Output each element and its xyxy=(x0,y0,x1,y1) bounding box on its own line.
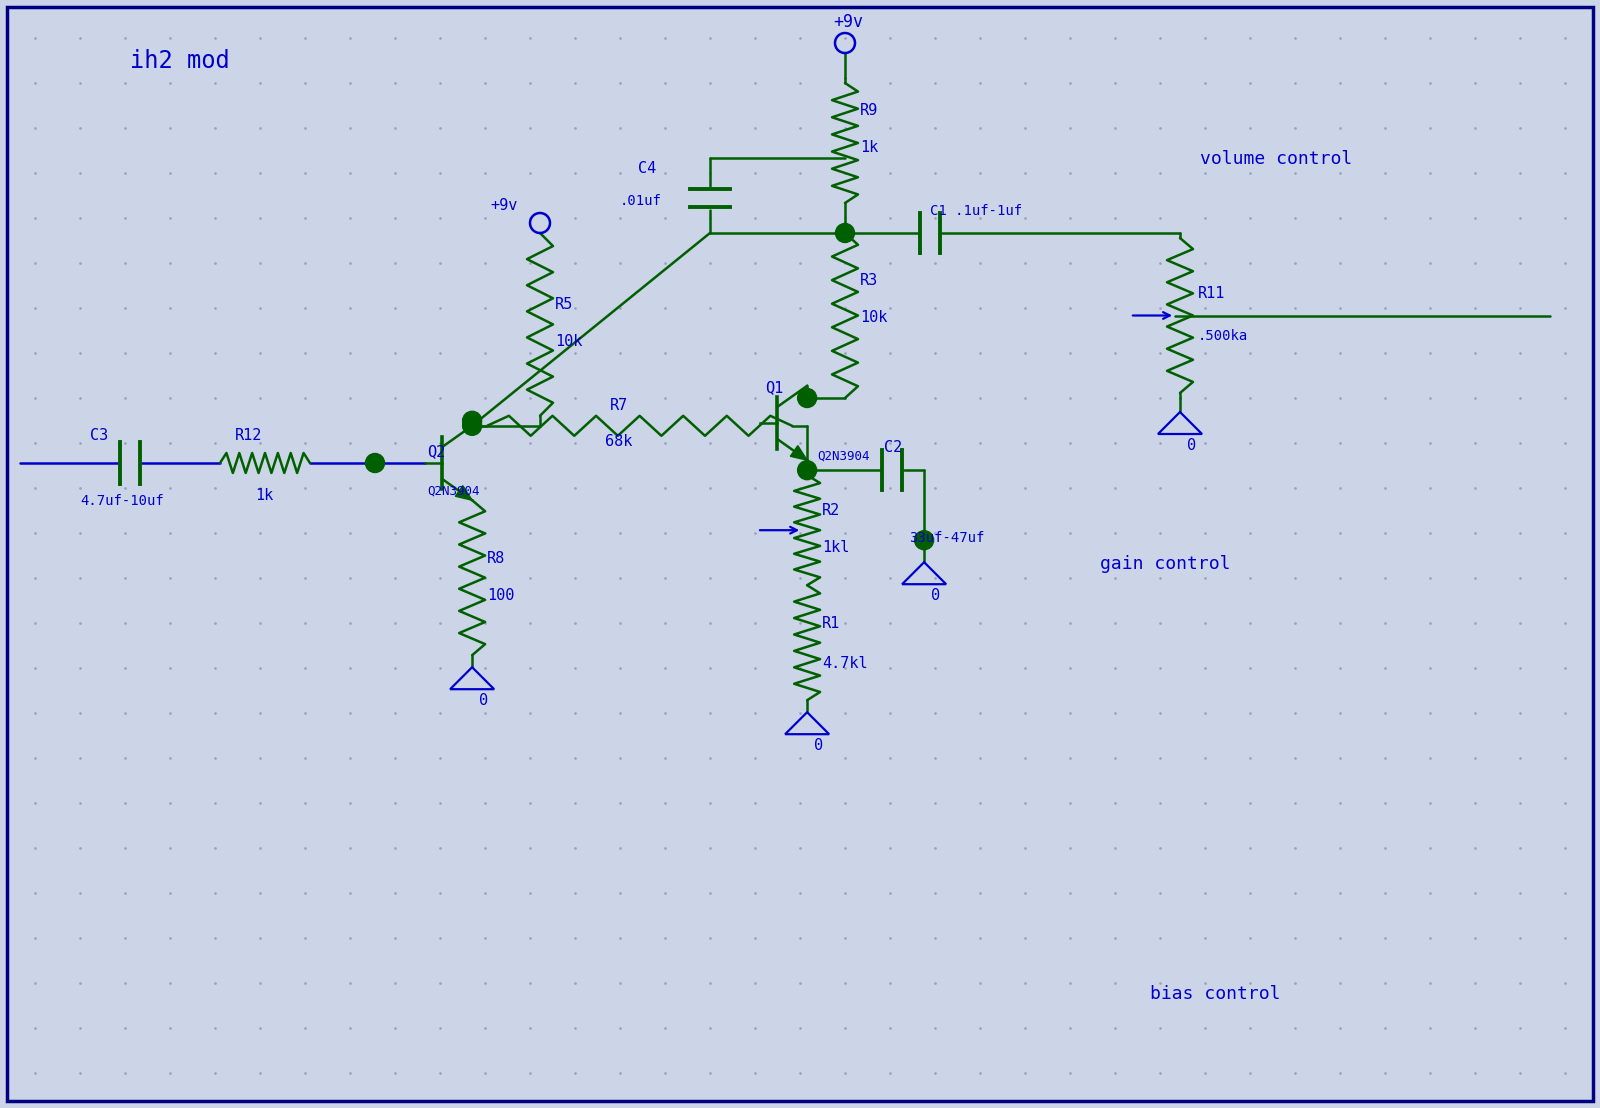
Text: R11: R11 xyxy=(1198,287,1226,301)
Polygon shape xyxy=(790,445,806,460)
Text: 100: 100 xyxy=(486,587,515,603)
Text: 1k: 1k xyxy=(861,140,878,155)
Text: volume control: volume control xyxy=(1200,150,1352,168)
Text: C1 .1uf-1uf: C1 .1uf-1uf xyxy=(930,204,1022,218)
Text: 0: 0 xyxy=(1187,438,1197,453)
Circle shape xyxy=(835,224,854,243)
Text: .01uf: .01uf xyxy=(619,194,662,208)
Circle shape xyxy=(798,389,816,408)
Text: R9: R9 xyxy=(861,103,878,117)
Text: C3: C3 xyxy=(90,428,109,443)
Text: .500ka: .500ka xyxy=(1198,329,1248,343)
Text: 10k: 10k xyxy=(861,310,888,325)
Text: Q2N3904: Q2N3904 xyxy=(818,449,870,462)
Text: C2: C2 xyxy=(885,440,902,455)
Text: +9v: +9v xyxy=(490,198,517,213)
Text: 68k: 68k xyxy=(605,434,632,449)
Circle shape xyxy=(462,417,482,435)
Text: 0: 0 xyxy=(931,588,941,603)
Text: 0: 0 xyxy=(814,738,824,753)
Circle shape xyxy=(462,411,482,430)
Text: Q1: Q1 xyxy=(765,380,784,394)
Text: 4.7uf-10uf: 4.7uf-10uf xyxy=(80,494,163,507)
Polygon shape xyxy=(456,485,472,500)
Text: 1k: 1k xyxy=(254,488,274,503)
Text: gain control: gain control xyxy=(1101,555,1230,573)
Text: Q2N3904: Q2N3904 xyxy=(427,485,480,497)
Text: R12: R12 xyxy=(235,428,262,443)
Circle shape xyxy=(365,453,384,472)
Text: +9v: +9v xyxy=(834,13,862,31)
Text: 0: 0 xyxy=(478,694,488,708)
Text: R2: R2 xyxy=(822,503,840,519)
Text: R8: R8 xyxy=(486,551,506,566)
Text: R3: R3 xyxy=(861,273,878,288)
Text: 10k: 10k xyxy=(555,335,582,349)
Text: C4: C4 xyxy=(638,161,656,176)
Text: ih2 mod: ih2 mod xyxy=(130,49,230,73)
Circle shape xyxy=(915,531,934,550)
Text: R5: R5 xyxy=(555,297,573,312)
Text: R1: R1 xyxy=(822,616,840,630)
Circle shape xyxy=(798,461,816,480)
Text: R7: R7 xyxy=(610,398,627,413)
Text: bias control: bias control xyxy=(1150,985,1280,1003)
Text: 1kl: 1kl xyxy=(822,541,850,555)
Text: 33uf-47uf: 33uf-47uf xyxy=(909,531,984,545)
Text: Q2: Q2 xyxy=(427,444,445,459)
Text: 4.7kl: 4.7kl xyxy=(822,656,867,670)
